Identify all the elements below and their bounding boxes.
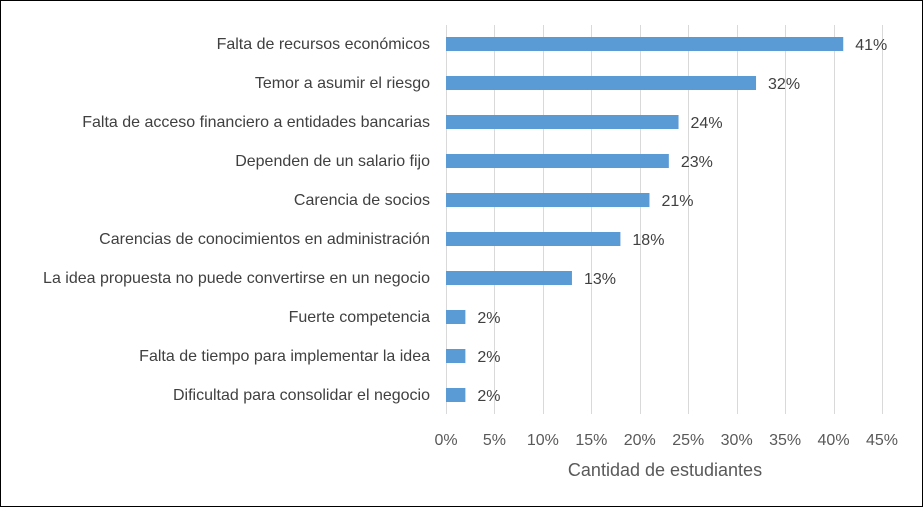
bar	[446, 349, 466, 363]
x-tick-labels: 0% 5% 10% 15% 20% 25% 30% 35% 40% 45%	[434, 432, 898, 449]
bar	[446, 76, 757, 90]
bar	[446, 115, 679, 129]
x-tick-label: 30%	[721, 432, 753, 449]
bar	[446, 232, 621, 246]
x-tick-label: 15%	[575, 432, 607, 449]
x-tick-label: 35%	[769, 432, 801, 449]
category-label: Falta de recursos económicos	[217, 36, 430, 53]
bars	[446, 37, 844, 402]
x-tick-label: 20%	[624, 432, 656, 449]
x-tick-label: 45%	[866, 432, 898, 449]
value-label: 41%	[855, 37, 887, 54]
category-label: Dificultad para consolidar el negocio	[173, 387, 430, 404]
value-label: 32%	[768, 76, 800, 93]
category-label: La idea propuesta no puede convertirse e…	[43, 270, 430, 287]
category-label: Falta de acceso financiero a entidades b…	[82, 114, 430, 131]
value-label: 2%	[477, 310, 500, 327]
bar	[446, 271, 572, 285]
category-label: Carencia de socios	[294, 192, 430, 209]
value-label: 23%	[681, 154, 713, 171]
category-label: Dependen de un salario fijo	[235, 153, 430, 170]
bar	[446, 388, 466, 402]
category-label: Falta de tiempo para implementar la idea	[139, 348, 430, 365]
x-tick-label: 10%	[527, 432, 559, 449]
x-tick-label: 40%	[818, 432, 850, 449]
category-label: Fuerte competencia	[289, 309, 431, 326]
value-label: 2%	[477, 388, 500, 405]
x-tick-label: 0%	[434, 432, 457, 449]
category-label: Carencias de conocimientos en administra…	[99, 231, 430, 248]
bar	[446, 310, 466, 324]
value-label: 24%	[691, 115, 723, 132]
x-tick-label: 5%	[483, 432, 506, 449]
bar	[446, 193, 650, 207]
value-labels: 41% 32% 24% 23% 21% 18% 13% 2% 2% 2%	[477, 37, 887, 405]
bar	[446, 37, 844, 51]
category-label: Temor a asumir el riesgo	[255, 75, 430, 92]
value-label: 21%	[661, 193, 693, 210]
value-label: 13%	[584, 271, 616, 288]
value-label: 2%	[477, 349, 500, 366]
bar	[446, 154, 669, 168]
x-tick-label: 25%	[672, 432, 704, 449]
category-labels: Falta de recursos económicos Temor a asum…	[43, 36, 430, 404]
value-label: 18%	[632, 232, 664, 249]
x-axis-title: Cantidad de estudiantes	[568, 460, 762, 480]
